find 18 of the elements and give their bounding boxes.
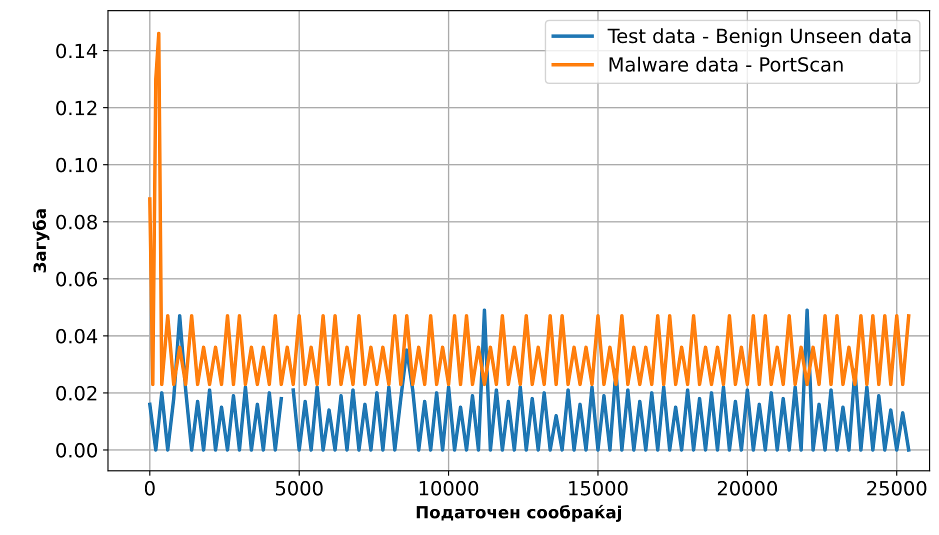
y-tick-label: 0.02 xyxy=(56,386,96,401)
y-tick-label: 0.14 xyxy=(56,44,98,58)
x-tick-label: 0 xyxy=(144,480,155,496)
legend-label: Test data - Benign Unseen data xyxy=(608,28,910,48)
y-tick-label: 0.00 xyxy=(56,442,97,458)
x-tick-label: 20000 xyxy=(718,480,777,496)
y-tick-label: 0.08 xyxy=(56,214,97,230)
x-axis-title: Податочен сообраќај xyxy=(416,504,621,522)
x-tick-label: 25000 xyxy=(867,480,926,496)
y-tick-label: 0.10 xyxy=(56,158,97,172)
x-tick-label: 10000 xyxy=(420,480,478,496)
y-tick-label: 0.04 xyxy=(56,328,98,344)
x-tick-label: 5000 xyxy=(276,480,323,496)
legend-label: Malware data - PortScan xyxy=(610,56,843,72)
y-tick-label: 0.12 xyxy=(56,100,96,116)
y-axis-title: Загуба xyxy=(32,209,50,272)
y-tick-label: 0.06 xyxy=(56,272,98,286)
x-tick-label: 15000 xyxy=(569,480,628,496)
